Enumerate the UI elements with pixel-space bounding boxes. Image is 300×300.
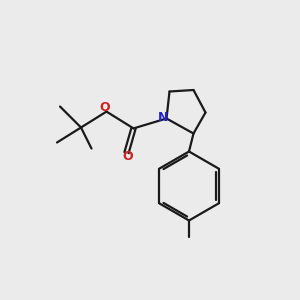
Text: O: O [122,149,133,163]
Text: O: O [100,100,110,114]
Text: N: N [158,111,168,124]
